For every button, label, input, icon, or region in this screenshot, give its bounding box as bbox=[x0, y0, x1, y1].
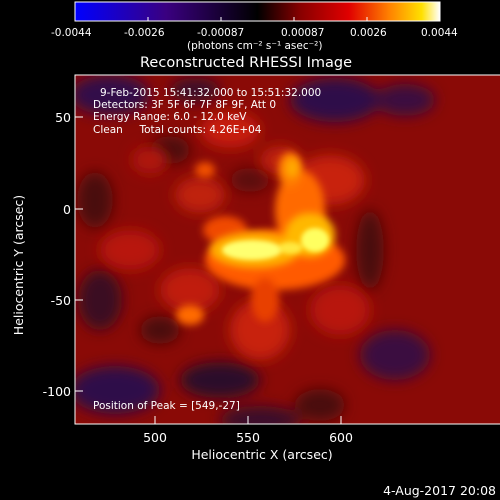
colorbar-tick-label: 0.0044 bbox=[421, 27, 458, 39]
peak-position-label: Position of Peak = [549,-27] bbox=[93, 400, 240, 412]
x-tick-label: 550 bbox=[236, 430, 260, 445]
time-range-label: 9-Feb-2015 15:41:32.000 to 15:51:32.000 bbox=[100, 87, 321, 99]
colorbar-tick-label: -0.0044 bbox=[51, 27, 92, 39]
colorbar-ticks bbox=[74, 17, 441, 21]
rhessi-image bbox=[75, 75, 500, 424]
footer-date: 4-Aug-2017 20:08 bbox=[383, 483, 496, 498]
y-axis-title: Heliocentric Y (arcsec) bbox=[11, 195, 26, 335]
colorbar-tick-label: -0.0026 bbox=[124, 27, 165, 39]
colorbar bbox=[74, 1, 441, 22]
x-tick-label: 600 bbox=[329, 430, 353, 445]
energy-range-label: Energy Range: 6.0 - 12.0 keV bbox=[93, 111, 247, 123]
x-axis-title: Heliocentric X (arcsec) bbox=[191, 447, 332, 462]
x-tick-label: 500 bbox=[143, 430, 167, 445]
y-tick-label: -100 bbox=[43, 384, 71, 399]
plot-title: Reconstructed RHESSI Image bbox=[140, 55, 352, 71]
y-tick-label: 50 bbox=[55, 110, 71, 125]
y-tick-label: -50 bbox=[51, 293, 71, 308]
plot-frame bbox=[74, 74, 500, 425]
colorbar-unit-label: (photons cm⁻² s⁻¹ asec⁻²) bbox=[187, 40, 322, 52]
axis-ticks bbox=[75, 116, 342, 424]
colorbar-tick-label: 0.0026 bbox=[350, 27, 387, 39]
y-tick-label: 0 bbox=[63, 202, 71, 217]
clean-counts-label: Clean Total counts: 4.26E+04 bbox=[93, 124, 262, 136]
colorbar-tick-label: 0.00087 bbox=[281, 27, 324, 39]
detectors-label: Detectors: 3F 5F 6F 7F 8F 9F, Att 0 bbox=[93, 99, 276, 111]
colorbar-tick-label: -0.00087 bbox=[197, 27, 244, 39]
